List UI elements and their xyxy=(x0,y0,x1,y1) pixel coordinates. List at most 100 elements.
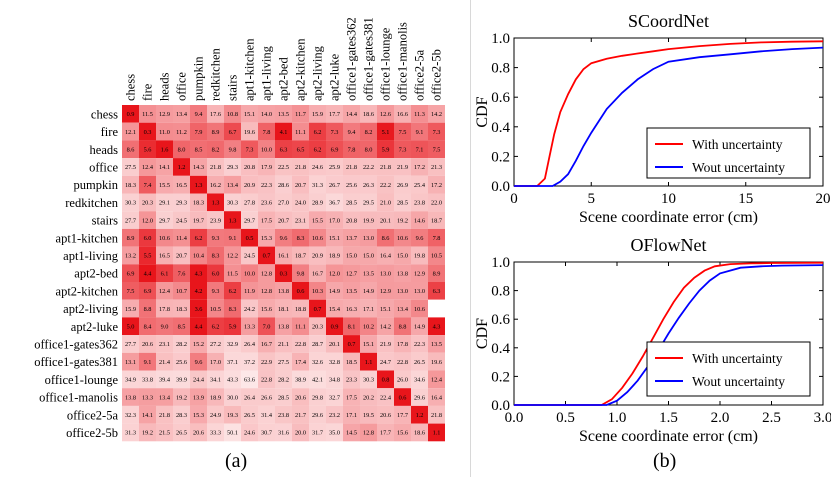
cell-value: 18.8 xyxy=(295,306,306,313)
column-label: office1-gates381 xyxy=(362,17,376,101)
cell-value: 17.5 xyxy=(261,217,272,224)
heatmap-cell xyxy=(275,105,292,123)
cell-value: 8.8 xyxy=(144,306,152,313)
cell-value: 17.0 xyxy=(329,217,340,224)
heatmap-cell xyxy=(139,405,156,424)
heatmap-cell xyxy=(190,140,207,159)
heatmap-cell xyxy=(139,264,156,282)
heatmap-cell xyxy=(241,335,258,353)
cell-value: 11.4 xyxy=(176,235,188,242)
column-label: apt2-bed xyxy=(277,57,291,101)
cell-value: 31.4 xyxy=(261,412,273,419)
heatmap-cell xyxy=(190,175,207,194)
heatmap-cell xyxy=(139,211,156,229)
heatmap-cell xyxy=(258,282,275,300)
heatmap-cell xyxy=(343,228,360,247)
scoordnet-cdf-chart: SCoordNet 0 5 10 15 20 0.0 0.2 0.4 0.6 0.8 1.0 Scene… xyxy=(474,11,831,226)
heatmap-cell xyxy=(139,317,156,336)
cell-value: 26.4 xyxy=(244,394,256,401)
cell-value: 21.8 xyxy=(346,164,357,171)
cell-value: 8.9 xyxy=(433,270,441,277)
cell-value: 11.1 xyxy=(295,129,306,136)
heatmap-cell xyxy=(292,140,309,159)
heatmap-cell xyxy=(241,158,258,176)
cell-value: 9.3 xyxy=(212,235,220,242)
cell-value: 11.2 xyxy=(176,129,187,136)
heatmap-cell xyxy=(173,299,190,318)
cell-value: 20.7 xyxy=(278,217,289,224)
cell-value: 16.5 xyxy=(159,253,170,260)
cell-value: 12.9 xyxy=(380,288,391,295)
cell-value: 7.0 xyxy=(263,323,271,330)
cell-value: 24.9 xyxy=(210,412,221,419)
cell-value: 15.1 xyxy=(244,111,255,118)
heatmap-cell xyxy=(377,388,394,406)
heatmap-cell xyxy=(360,175,377,194)
heatmap-cell xyxy=(326,370,343,389)
column-label: apt2-luke xyxy=(328,53,342,101)
heatmap-cell xyxy=(326,140,343,159)
heatmap-cell xyxy=(394,158,411,176)
x-tick-label: 2.0 xyxy=(711,410,730,426)
cell-value: 14.2 xyxy=(431,111,442,118)
heatmap-cell xyxy=(411,193,428,212)
cell-value: 10.3 xyxy=(312,288,323,295)
cell-value: 13.4 xyxy=(159,394,171,401)
cell-value: 18.1 xyxy=(278,306,289,313)
cell-value: 16.4 xyxy=(431,394,443,401)
heatmap-cell xyxy=(343,405,360,424)
row-label: office1-gates362 xyxy=(34,337,118,351)
cell-value: 12.4 xyxy=(431,377,443,384)
heatmap-cell xyxy=(428,335,445,353)
legend-label: Wout uncertainty xyxy=(692,374,785,389)
heatmap-cell xyxy=(343,140,360,159)
cell-value: 34.9 xyxy=(125,377,136,384)
heatmap-cell xyxy=(309,175,326,194)
heatmap-cell xyxy=(122,246,139,265)
heatmap-cell xyxy=(360,158,377,176)
cell-value: 11.3 xyxy=(414,111,425,118)
row-label: stairs xyxy=(92,214,119,228)
cell-value: 22.4 xyxy=(380,394,392,401)
oflownet-cdf-chart: OFlowNet 0.0 0.5 1.0 1.5 2.0 2.5 3.0 0.0 0.2 0.4 0.… xyxy=(474,235,831,445)
heatmap-cell xyxy=(139,158,156,176)
heatmap-cell xyxy=(292,388,309,406)
cell-value: 34.6 xyxy=(414,377,425,384)
heatmap-cell xyxy=(156,122,173,141)
cell-value: 7.6 xyxy=(178,270,186,277)
cell-value: 15.6 xyxy=(397,430,408,437)
cell-value: 15.0 xyxy=(363,253,374,260)
heatmap-cell xyxy=(122,317,139,336)
heatmap-cell xyxy=(411,175,428,194)
heatmap-cell xyxy=(156,211,173,229)
cell-value: 34.1 xyxy=(210,377,221,384)
cell-value: 27.8 xyxy=(244,200,255,207)
cell-value: 6.9 xyxy=(331,146,339,153)
heatmap-cell xyxy=(190,282,207,300)
cell-value: 16.4 xyxy=(380,253,392,260)
cell-value: 13.2 xyxy=(125,253,136,260)
cell-value: 10.8 xyxy=(227,111,238,118)
cell-value: 23.9 xyxy=(210,217,221,224)
heatmap-cell xyxy=(377,193,394,212)
cell-value: 18.3 xyxy=(176,306,187,313)
cell-value: 29.8 xyxy=(312,394,323,401)
heatmap-cell xyxy=(394,370,411,389)
cell-value: 32.3 xyxy=(125,412,136,419)
cell-value: 24.6 xyxy=(244,430,255,437)
cell-value: 12.6 xyxy=(380,111,391,118)
cell-value: 15.1 xyxy=(363,341,374,348)
cell-value: 26.4 xyxy=(244,341,256,348)
cell-value: 8.3 xyxy=(212,253,220,260)
heatmap-cell xyxy=(156,352,173,371)
heatmap-cell xyxy=(360,105,377,123)
cell-value: 16.1 xyxy=(278,253,289,260)
heatmap-cell xyxy=(156,335,173,353)
cell-value: 7.4 xyxy=(144,182,153,189)
column-label: office xyxy=(175,72,189,101)
heatmap-cell xyxy=(122,352,139,371)
heatmap-cell xyxy=(207,370,224,389)
cell-value: 30.3 xyxy=(363,377,374,384)
cell-value: 10.5 xyxy=(210,306,221,313)
heatmap-cell xyxy=(156,264,173,282)
